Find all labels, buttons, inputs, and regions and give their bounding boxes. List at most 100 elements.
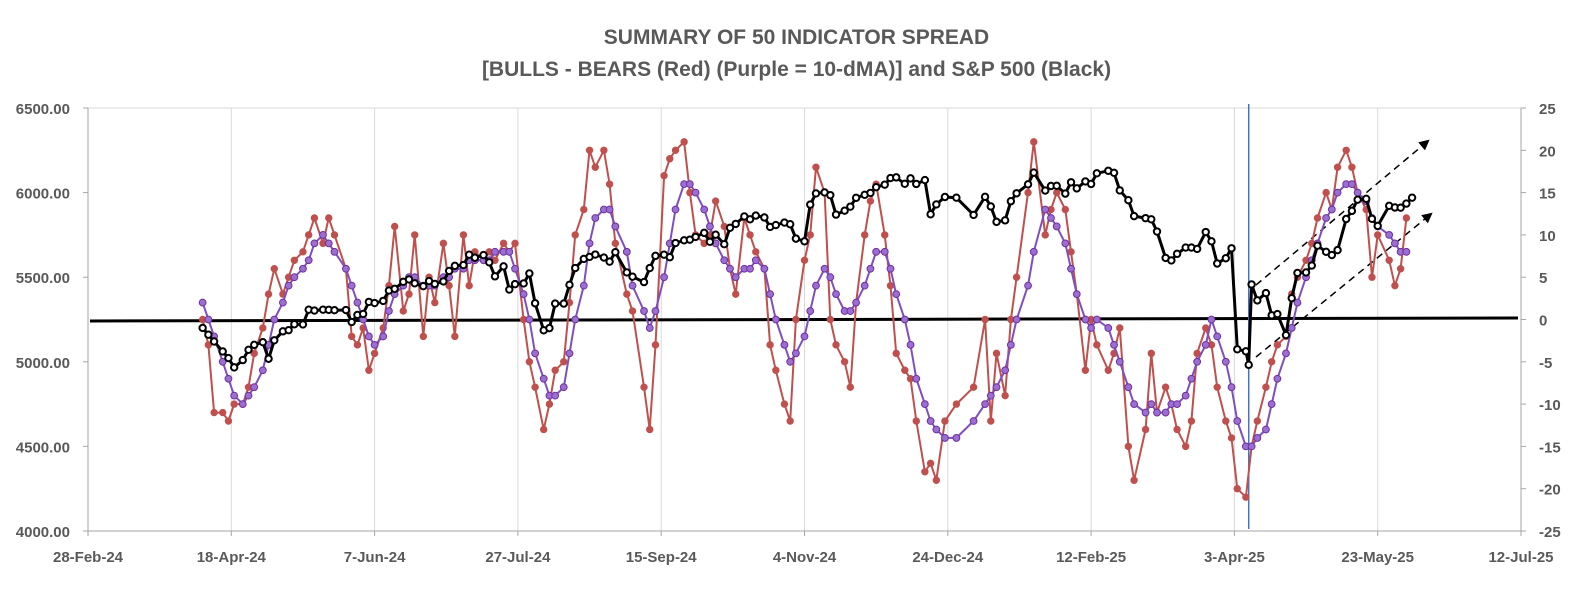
spread-point [347, 332, 356, 341]
sp500-point [330, 305, 339, 315]
spread-10dma-point [1327, 205, 1336, 214]
sp500-point [952, 193, 961, 202]
spread-10dma-point [1141, 408, 1150, 417]
spread-point [1385, 256, 1393, 264]
spread-point [431, 298, 439, 307]
sp500-point [969, 210, 978, 220]
spread-10dma-point [726, 264, 734, 273]
y-left-tick-label: 4000.00 [16, 524, 70, 541]
sp500-point [639, 277, 649, 287]
spread-10dma-point [310, 239, 319, 248]
spread-10dma-point [1029, 247, 1038, 256]
sp500-point [725, 223, 735, 232]
spread-10dma-point [780, 340, 789, 349]
sp500-point [378, 296, 388, 306]
spread-10dma-point [304, 256, 313, 265]
spread-10dma-point [551, 391, 560, 400]
spread-10dma-point [1081, 315, 1090, 324]
sp500-point [1086, 179, 1096, 189]
spread-point [746, 231, 754, 239]
spread-10dma-point [860, 281, 869, 290]
spread-point [1061, 205, 1070, 214]
spread-10dma-point [700, 205, 709, 214]
spread-10dma-point [1012, 315, 1021, 324]
spread-point [451, 332, 459, 341]
sp500-point [390, 284, 399, 294]
sp500-point [1313, 241, 1322, 250]
spread-10dma-point [1287, 324, 1296, 332]
sp500-point [404, 275, 414, 284]
sp500-point [760, 213, 769, 222]
sp500-point [811, 189, 821, 198]
sp500-point [986, 202, 995, 211]
spread-10dma-point [284, 281, 293, 290]
sp500-point [1402, 199, 1411, 208]
x-tick-label: 4-Nov-24 [773, 549, 837, 566]
sp500-point [1241, 347, 1251, 356]
sp500-point [826, 190, 835, 200]
spread-10dma-point [1213, 332, 1222, 341]
spread-10dma-point [1104, 324, 1113, 332]
spread-10dma-point [1047, 214, 1055, 222]
x-tick-label: 18-Apr-24 [197, 549, 267, 566]
spread-point [640, 383, 648, 391]
spread-10dma-point [525, 315, 534, 324]
sp500-point [906, 174, 915, 183]
spread-10dma-point [238, 400, 247, 409]
spread-point [390, 222, 399, 231]
spread-10dma-point [1227, 383, 1236, 392]
sp500-point [1167, 256, 1176, 265]
sp500-point [622, 268, 632, 277]
spread-10dma-point [224, 374, 233, 383]
sp500-point [565, 280, 574, 290]
sp500-point [871, 182, 881, 192]
spread-10dma-point [491, 247, 499, 256]
spread-10dma-point [766, 290, 775, 299]
spread-point [926, 459, 935, 468]
sp500-point [439, 277, 448, 286]
spread-10dma-point [981, 400, 989, 409]
spread-point [439, 239, 448, 248]
sp500-point [1066, 178, 1076, 187]
spread-10dma-point [986, 391, 995, 400]
spread-10dma-point [820, 264, 829, 273]
spread-point [290, 256, 299, 264]
x-tick-label: 12-Jul-25 [1488, 549, 1553, 566]
spread-10dma-point [1041, 205, 1050, 214]
spread-point [921, 468, 929, 476]
spread-point [800, 256, 809, 264]
spread-10dma-point [1087, 324, 1095, 332]
spread-point [1130, 476, 1138, 484]
spread-point [1187, 417, 1196, 425]
spread-10dma-point [1067, 264, 1075, 273]
spread-10dma-point [290, 273, 299, 282]
spread-10dma-point [760, 264, 769, 273]
spread-10dma-point [920, 400, 929, 409]
spread-10dma-point [379, 332, 388, 341]
spread-point [250, 349, 258, 358]
sp500-point [1172, 249, 1182, 259]
y-right-tick-label: -5 [1539, 355, 1552, 372]
spread-point [792, 315, 800, 324]
sp500-point [1072, 184, 1081, 193]
spread-10dma-point [622, 247, 631, 256]
sp500-point [358, 309, 368, 319]
chart-subtitle: [BULLS - BEARS (Red) (Purple = 10-dMA)] … [481, 58, 1112, 81]
spread-point [264, 290, 273, 298]
spread-point [732, 290, 740, 298]
sp500-point [530, 299, 540, 308]
spread-10dma-point [1092, 315, 1101, 324]
spread-10dma-point [706, 222, 714, 231]
spread-point [1081, 366, 1090, 374]
spread-point [846, 383, 855, 391]
spread-10dma-point [1052, 222, 1061, 231]
sp500-point [470, 253, 480, 262]
spread-point [551, 366, 559, 374]
sp500-point [1192, 244, 1202, 254]
spread-10dma-point [1390, 239, 1399, 248]
spread-point [525, 358, 534, 366]
sp500-point [791, 234, 801, 243]
spread-10dma-point [250, 383, 259, 392]
spread-point [981, 315, 989, 324]
